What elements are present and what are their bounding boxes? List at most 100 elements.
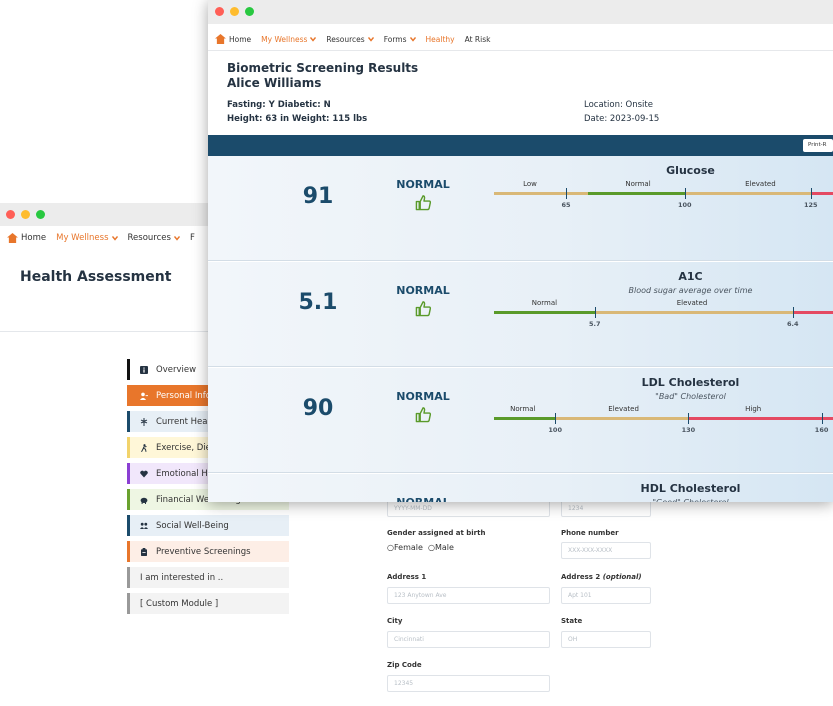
city-field[interactable]: Cincinnati [387, 631, 550, 648]
test-subtitle: Blood sugar average over time [628, 286, 753, 295]
address2-field[interactable]: Apt 101 [561, 587, 651, 604]
info-icon [140, 365, 148, 374]
people-icon [140, 522, 148, 529]
address2-label-text: Address 2 [561, 573, 601, 581]
nav-at-risk[interactable]: At Risk [465, 35, 491, 44]
maximize-window-button[interactable] [36, 210, 45, 219]
close-window-button[interactable] [215, 7, 224, 16]
city-label: City [387, 617, 403, 625]
zone-label: High [745, 405, 762, 413]
address1-field[interactable]: 123 Anytown Ave [387, 587, 550, 604]
zone-label: Normal [625, 180, 651, 188]
nav-home[interactable]: Home [215, 34, 251, 44]
height-weight: Height: 63 in Weight: 115 lbs [227, 114, 368, 124]
test-name: HDL Cholesterol [640, 482, 741, 495]
status-badge: NORMAL [383, 496, 463, 502]
tick-label: 5.7 [589, 320, 601, 328]
sidebar-item-label: Current Health [156, 416, 219, 427]
piggy-bank-icon [140, 497, 148, 504]
gauge-tick [792, 307, 794, 318]
gauge-segment [594, 311, 793, 314]
gender-label: Gender assigned at birth [387, 529, 486, 537]
minimize-window-button[interactable] [21, 210, 30, 219]
test-name: LDL Cholesterol [641, 376, 740, 389]
nav-home[interactable]: Home [7, 233, 46, 243]
maximize-window-button[interactable] [245, 7, 254, 16]
nav-my-wellness[interactable]: My Wellness [261, 34, 317, 44]
sidebar-item-label: Preventive Screenings [156, 546, 251, 557]
thumbs-up-icon [415, 195, 432, 211]
gender-radios: ○Female ○Male [387, 543, 454, 552]
home-icon [215, 34, 226, 44]
address2-label: Address 2 (optional) [561, 573, 642, 581]
location: Location: Onsite [584, 100, 653, 110]
sidebar-item-social-well-being[interactable]: Social Well-Being [127, 515, 289, 536]
sidebar-item-preventive-screenings[interactable]: Preventive Screenings [127, 541, 289, 562]
sidebar-item-custom-module[interactable]: [ Custom Module ] [127, 593, 289, 614]
user-icon [140, 392, 148, 400]
range-gauge: Normal Elevated High 100 130 160 [494, 405, 833, 445]
chevron-down-icon [367, 37, 374, 42]
status-badge: NORMAL [396, 390, 450, 403]
nav-forms[interactable]: Forms [384, 35, 416, 44]
nav-home-label: Home [229, 34, 252, 44]
gauge-tick [688, 413, 690, 424]
results-header: Biometric Screening Results Alice Willia… [227, 61, 418, 91]
nav-my-wellness-label: My Wellness [261, 34, 308, 44]
gauge-segment [688, 417, 822, 420]
zone-label: Low [523, 180, 537, 188]
dob-field[interactable]: YYYY-MM-DD [387, 500, 550, 517]
tick-label: 160 [814, 426, 829, 434]
result-value: 90 [302, 396, 334, 421]
nav-my-wellness[interactable]: My Wellness [56, 233, 118, 243]
gauge-segment [684, 192, 811, 195]
female-radio[interactable]: ○Female [387, 543, 423, 552]
male-label: Male [435, 543, 454, 552]
thumbs-up-icon [415, 301, 432, 317]
patient-meta: Fasting: Y Diabetic: N Height: 63 in Wei… [227, 98, 367, 126]
result-value: 91 [302, 184, 334, 209]
window-titlebar [208, 0, 833, 24]
print-button[interactable]: Print-R [803, 139, 833, 152]
state-field[interactable]: OH [561, 631, 651, 648]
page-title: Biometric Screening Results [227, 61, 419, 75]
zip-label: Zip Code [387, 661, 422, 669]
nav-healthy[interactable]: Healthy [426, 35, 455, 44]
male-radio[interactable]: ○Male [428, 543, 454, 552]
zip-field[interactable]: 12345 [387, 675, 550, 692]
nav-at-risk-label: At Risk [464, 34, 491, 44]
nav-healthy-label: Healthy [425, 34, 455, 44]
nav-resources-label: Resources [326, 34, 365, 44]
tick-label: 100 [678, 201, 692, 209]
tick-label: 65 [561, 201, 571, 209]
result-row-a1c: 5.1 NORMAL A1C Blood sugar average over tim… [208, 262, 833, 367]
sidebar-item-label: Social Well-Being [156, 520, 229, 531]
gauge-tick [594, 307, 596, 318]
nav-resources[interactable]: Resources [128, 233, 180, 243]
gauge-segment [810, 192, 833, 195]
gauge-tick [566, 188, 567, 199]
sidebar-item-i-am-interested-in[interactable]: I am interested in .. [127, 567, 289, 588]
caduceus-icon [140, 417, 148, 426]
state-label: State [561, 617, 583, 625]
nav-home-label: Home [21, 233, 47, 243]
nav-resources[interactable]: Resources [326, 34, 374, 44]
close-window-button[interactable] [6, 210, 15, 219]
test-subtitle: "Bad" Cholesterol [655, 392, 726, 401]
tick-label: 6.4 [787, 320, 799, 328]
results-toolbar: Print-R [208, 135, 833, 156]
patient-name: Alice Williams [227, 76, 322, 90]
fasting-diabetic: Fasting: Y Diabetic: N [227, 100, 331, 110]
status-badge: NORMAL [396, 178, 450, 191]
sidebar-item-label: [ Custom Module ] [140, 598, 219, 609]
optional-label: (optional) [602, 573, 642, 581]
phone-field[interactable]: XXX-XXX-XXXX [561, 542, 651, 559]
gauge-tick [810, 188, 812, 199]
nav-forms[interactable]: F [190, 233, 195, 243]
phone-label: Phone number [561, 529, 619, 537]
heart-icon [140, 470, 148, 477]
address1-label: Address 1 [387, 573, 427, 581]
status-badge: NORMAL [396, 284, 450, 297]
zip-top-field[interactable]: 1234 [561, 500, 651, 517]
minimize-window-button[interactable] [230, 7, 239, 16]
